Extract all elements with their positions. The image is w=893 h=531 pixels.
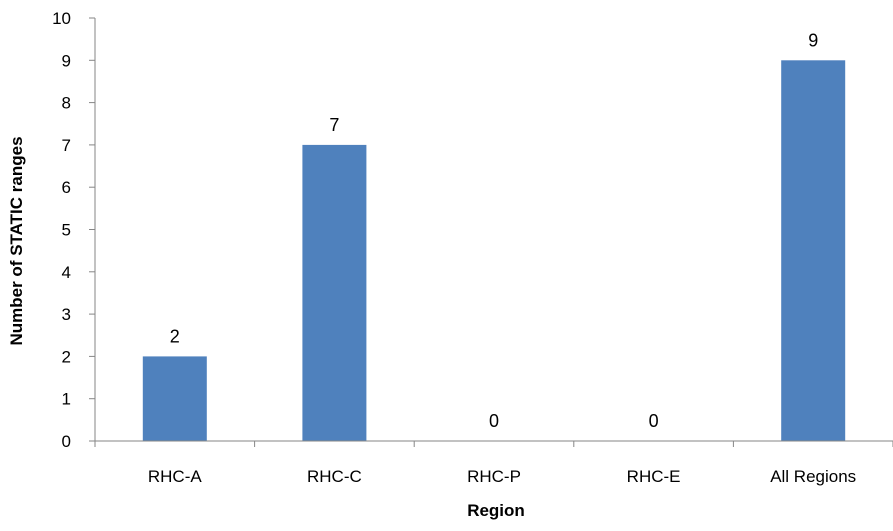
x-tick-label: RHC-A <box>148 467 202 486</box>
y-tick-label: 1 <box>62 390 71 409</box>
y-tick-label: 2 <box>62 347 71 366</box>
data-label: 0 <box>489 411 499 431</box>
data-label: 9 <box>808 30 818 50</box>
bar <box>142 356 207 441</box>
bar <box>302 144 367 441</box>
x-tick-label: RHC-E <box>627 467 681 486</box>
y-tick-label: 9 <box>62 51 71 70</box>
data-label: 7 <box>329 115 339 135</box>
y-tick-label: 0 <box>62 432 71 451</box>
y-tick-label: 10 <box>52 9 71 28</box>
x-axis-title: Region <box>467 501 525 520</box>
x-tick-label: RHC-C <box>307 467 362 486</box>
x-ticks-layer: RHC-A RHC-C RHC-P RHC-E All Regions <box>94 441 893 486</box>
y-tick-label: 8 <box>62 94 71 113</box>
y-tick-label: 3 <box>62 305 71 324</box>
x-tick-label: All Regions <box>770 467 856 486</box>
bar <box>781 60 846 442</box>
y-tick-label: 5 <box>62 221 71 240</box>
data-label: 0 <box>649 411 659 431</box>
x-tick-label: RHC-P <box>467 467 521 486</box>
y-ticks-layer: 0 1 2 3 4 5 6 7 8 9 10 <box>52 9 95 451</box>
y-tick-label: 7 <box>62 136 71 155</box>
y-tick-label: 4 <box>62 263 71 282</box>
y-tick-label: 6 <box>62 178 71 197</box>
bars-layer <box>142 60 846 442</box>
y-axis-title: Number of STATIC ranges <box>7 136 26 345</box>
data-labels-layer: 2 7 0 0 9 <box>170 30 818 431</box>
data-label: 2 <box>170 326 180 346</box>
axes-layer <box>94 18 893 442</box>
